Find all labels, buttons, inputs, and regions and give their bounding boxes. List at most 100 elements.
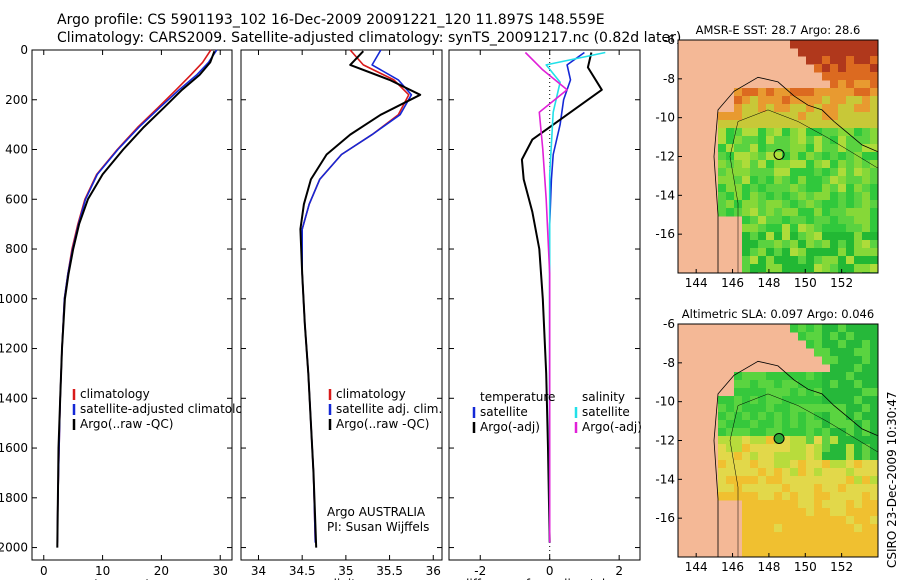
map-pixel bbox=[806, 152, 815, 161]
map-pixel bbox=[750, 436, 759, 445]
map-pixel bbox=[854, 248, 863, 257]
map-pixel bbox=[814, 516, 823, 525]
map-pixel bbox=[838, 144, 847, 153]
map-pixel bbox=[758, 112, 767, 121]
map-pixel bbox=[798, 524, 807, 533]
map-pixel bbox=[806, 200, 815, 209]
map-pixel bbox=[718, 208, 727, 217]
map-pixel bbox=[822, 332, 831, 341]
map-pixel bbox=[766, 460, 775, 469]
map-pixel bbox=[774, 404, 783, 413]
map-pixel bbox=[830, 436, 839, 445]
map-pixel bbox=[766, 112, 775, 121]
map-pixel bbox=[854, 40, 863, 49]
map-pixel bbox=[758, 444, 767, 453]
map-pixel bbox=[790, 436, 799, 445]
map-pixel bbox=[782, 508, 791, 517]
map-pixel bbox=[854, 192, 863, 201]
map-pixel bbox=[862, 492, 871, 501]
map-pixel bbox=[758, 208, 767, 217]
map-pixel bbox=[838, 508, 847, 517]
map-pixel bbox=[822, 508, 831, 517]
map-pixel bbox=[862, 548, 871, 557]
map-pixel bbox=[814, 248, 823, 257]
map-pixel bbox=[734, 444, 743, 453]
map-pixel bbox=[814, 56, 823, 65]
map-pixel bbox=[798, 404, 807, 413]
map-pixel bbox=[870, 192, 878, 201]
map-pixel bbox=[838, 224, 847, 233]
map-pixel bbox=[862, 380, 871, 389]
x-tick-label: 36 bbox=[426, 564, 441, 578]
map-pixel bbox=[798, 136, 807, 145]
map-pixel bbox=[830, 476, 839, 485]
map-pixel bbox=[798, 200, 807, 209]
map-pixel bbox=[726, 476, 735, 485]
map-pixel bbox=[766, 548, 775, 557]
map-pixel bbox=[862, 168, 871, 177]
map-pixel bbox=[846, 508, 855, 517]
map-pixel bbox=[766, 184, 775, 193]
map-pixel bbox=[742, 436, 751, 445]
map-pixel bbox=[790, 444, 799, 453]
map-pixel bbox=[854, 112, 863, 121]
legend-label: Argo(-adj) bbox=[582, 420, 642, 434]
map-pixel bbox=[862, 208, 871, 217]
map-pixel bbox=[790, 548, 799, 557]
map-pixel bbox=[838, 396, 847, 405]
x-tick-label: 34.5 bbox=[289, 564, 316, 578]
map-pixel bbox=[814, 264, 823, 273]
map-pixel bbox=[846, 264, 855, 273]
map-pixel bbox=[806, 232, 815, 241]
map-pixel bbox=[822, 96, 831, 105]
map-pixel bbox=[822, 128, 831, 137]
map-pixel bbox=[742, 128, 751, 137]
map-pixel bbox=[758, 372, 767, 381]
map-pixel bbox=[854, 80, 863, 89]
map-pixel bbox=[870, 332, 878, 341]
map-y-tick-label: -14 bbox=[655, 472, 675, 486]
map-pixel bbox=[822, 112, 831, 121]
map-pixel bbox=[806, 540, 815, 549]
map-pixel bbox=[758, 152, 767, 161]
map-pixel bbox=[830, 232, 839, 241]
map-pixel bbox=[798, 240, 807, 249]
map-pixel bbox=[830, 380, 839, 389]
map-pixel bbox=[734, 160, 743, 169]
map-pixel bbox=[854, 380, 863, 389]
map-pixel bbox=[750, 460, 759, 469]
x-tick-label: 34 bbox=[251, 564, 266, 578]
plot-frame bbox=[240, 49, 443, 561]
map-pixel bbox=[870, 160, 878, 169]
map-pixel bbox=[814, 444, 823, 453]
isobath bbox=[729, 109, 878, 273]
map-pixel bbox=[854, 348, 863, 357]
map-pixel bbox=[814, 508, 823, 517]
map-pixel bbox=[750, 420, 759, 429]
map-pixel bbox=[758, 136, 767, 145]
map-pixel bbox=[838, 48, 847, 57]
map-pixel bbox=[838, 136, 847, 145]
map-pixel bbox=[758, 540, 767, 549]
map-pixel bbox=[726, 396, 735, 405]
map-pixel bbox=[790, 112, 799, 121]
map-pixel bbox=[790, 324, 799, 333]
map-pixel bbox=[822, 356, 831, 365]
temperature-panel: 0 10 20 30 0 200 400 600 800 1000 1200 1400 1600 1800… bbox=[0, 43, 250, 580]
legend-header: salinity bbox=[582, 390, 625, 404]
map-pixel bbox=[814, 380, 823, 389]
map-pixel bbox=[830, 548, 839, 557]
map-pixel bbox=[846, 484, 855, 493]
map-pixel bbox=[742, 112, 751, 121]
map-pixel bbox=[862, 136, 871, 145]
map-pixel bbox=[734, 436, 743, 445]
map-pixel bbox=[862, 256, 871, 265]
map-pixel bbox=[734, 192, 743, 201]
sst-map-panel: AMSR-E SST: 28.7 Argo: 28.6 144 146 148 150 1… bbox=[655, 23, 879, 290]
map-pixel bbox=[750, 248, 759, 257]
map-pixel bbox=[798, 192, 807, 201]
map-pixel bbox=[726, 176, 735, 185]
map-pixel bbox=[830, 104, 839, 113]
map-pixel bbox=[814, 324, 823, 333]
map-pixel bbox=[742, 532, 751, 541]
